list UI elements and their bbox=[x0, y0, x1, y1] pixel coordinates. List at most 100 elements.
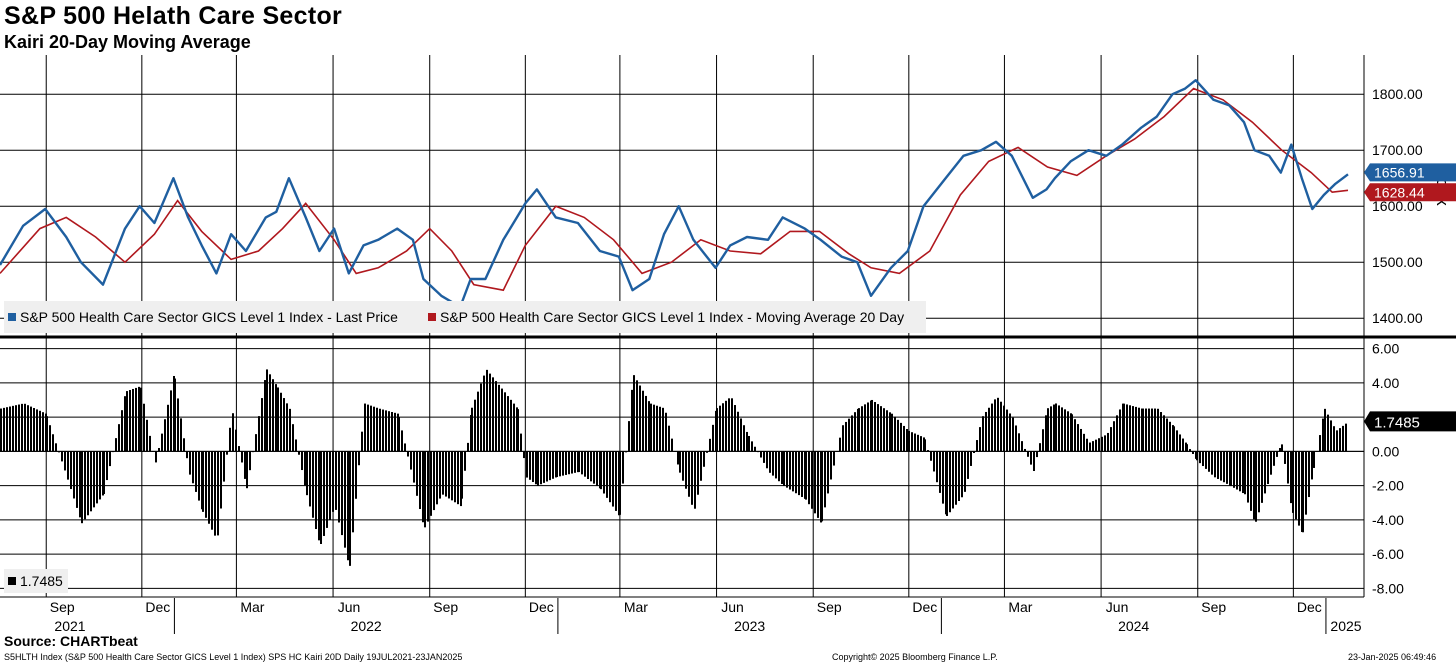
kairi-bar bbox=[1135, 406, 1137, 452]
kairi-bar bbox=[908, 430, 910, 452]
kairi-bar bbox=[1036, 451, 1038, 458]
kairi-bar bbox=[1217, 451, 1219, 479]
kairi-bar bbox=[615, 451, 617, 511]
kairi-bar bbox=[79, 451, 81, 518]
kairi-bar bbox=[1080, 428, 1082, 452]
kairi-bar bbox=[656, 405, 658, 452]
kairi-bar bbox=[1061, 407, 1063, 452]
kairi-bar bbox=[430, 451, 432, 516]
kairi-bar bbox=[897, 419, 899, 452]
kairi-bar bbox=[106, 451, 108, 481]
kairi-bar bbox=[861, 406, 863, 452]
kairi-bar bbox=[370, 405, 372, 452]
kairi-bar bbox=[1163, 415, 1165, 452]
kairi-bar bbox=[349, 451, 351, 566]
kairi-bar bbox=[946, 451, 948, 516]
kairi-bar bbox=[952, 451, 954, 509]
kairi-bar bbox=[255, 434, 257, 452]
kairi-bar bbox=[1030, 451, 1032, 465]
kairi-bar bbox=[1083, 433, 1085, 452]
kairi-bar bbox=[979, 427, 981, 452]
kairi-bar bbox=[662, 407, 664, 452]
kairi-bar bbox=[1077, 424, 1079, 452]
kairi-bar bbox=[864, 404, 866, 452]
kairi-bar bbox=[448, 451, 450, 499]
kairi-bar bbox=[61, 451, 63, 462]
kairi-bar bbox=[1192, 451, 1194, 454]
top-legend: S&P 500 Health Care Sector GICS Level 1 … bbox=[4, 301, 926, 333]
kairi-bar bbox=[436, 451, 438, 505]
kairi-bar bbox=[988, 407, 990, 452]
kairi-bar bbox=[1322, 418, 1324, 452]
kairi-bar bbox=[427, 451, 429, 522]
kairi-bar bbox=[703, 451, 705, 467]
price-line bbox=[0, 79, 1349, 309]
kairi-bar bbox=[266, 369, 268, 452]
kairi-bar bbox=[1220, 451, 1222, 481]
kairi-bar bbox=[226, 451, 228, 455]
kairi-bar bbox=[461, 451, 463, 499]
kairi-bar bbox=[379, 408, 381, 452]
kairi-bar bbox=[410, 451, 412, 470]
kairi-bar bbox=[1116, 415, 1118, 452]
kairi-bar bbox=[1211, 451, 1213, 475]
kairi-bar bbox=[911, 432, 913, 452]
kairi-bar bbox=[839, 437, 841, 452]
kairi-bar bbox=[559, 451, 561, 477]
kairi-bar bbox=[96, 451, 98, 504]
kairi-bar bbox=[936, 451, 938, 483]
kairi-bar bbox=[292, 424, 294, 452]
kairi-bar bbox=[1186, 444, 1188, 452]
kairi-bar bbox=[186, 451, 188, 459]
kairi-bar bbox=[914, 433, 916, 452]
kairi-bar bbox=[298, 451, 300, 455]
kairi-bar bbox=[574, 451, 576, 473]
kairi-bar bbox=[109, 451, 111, 467]
kairi-bar bbox=[1166, 418, 1168, 452]
kairi-bar bbox=[332, 451, 334, 512]
kairi-bar bbox=[1110, 427, 1112, 452]
kairi-bar bbox=[772, 451, 774, 476]
kairi-bar bbox=[49, 425, 51, 452]
kairi-bar bbox=[781, 451, 783, 485]
month-tick-label: Sep bbox=[1201, 599, 1226, 615]
kairi-bar bbox=[1033, 451, 1035, 472]
kairi-bar bbox=[1333, 426, 1335, 452]
kairi-bar bbox=[1205, 451, 1207, 469]
kairi-bar bbox=[177, 398, 179, 452]
kairi-bar bbox=[42, 412, 44, 452]
value-badges: 1656.91 1628.44 1.7485 bbox=[1364, 163, 1456, 432]
kairi-bar bbox=[1295, 451, 1297, 520]
kairi-bar bbox=[1160, 412, 1162, 452]
kairi-bar bbox=[301, 451, 303, 471]
kairi-bar bbox=[858, 408, 860, 452]
kairi-bar bbox=[1151, 408, 1153, 452]
kairi-bar bbox=[180, 418, 182, 452]
kairi-bar bbox=[364, 403, 366, 452]
kairi-bar bbox=[93, 451, 95, 508]
kairi-bar bbox=[81, 451, 83, 524]
kairi-bar bbox=[1071, 414, 1073, 452]
kairi-bar bbox=[523, 451, 525, 459]
legend-item-price: S&P 500 Health Care Sector GICS Level 1 … bbox=[8, 309, 398, 325]
kairi-bar bbox=[817, 451, 819, 518]
kairi-bar bbox=[84, 451, 86, 520]
kairi-bar bbox=[486, 369, 488, 452]
kairi-bar bbox=[697, 451, 699, 495]
kairi-bar bbox=[1230, 451, 1232, 487]
kairi-bar bbox=[477, 391, 479, 452]
kairi-bar bbox=[1050, 406, 1052, 452]
kairi-bar bbox=[183, 438, 185, 452]
kairi-bar bbox=[15, 405, 17, 452]
kairi-bar bbox=[99, 451, 101, 500]
kairi-bar bbox=[347, 451, 349, 561]
kairi-bar bbox=[338, 451, 340, 523]
kairi-bar bbox=[220, 451, 222, 509]
kairi-bar bbox=[121, 410, 123, 452]
kairi-bar bbox=[970, 451, 972, 466]
month-tick-label: Mar bbox=[624, 599, 648, 615]
kairi-bar bbox=[973, 451, 975, 454]
kairi-bar bbox=[451, 451, 453, 501]
kairi-bar bbox=[433, 451, 435, 511]
kairi-bar bbox=[1021, 441, 1023, 452]
